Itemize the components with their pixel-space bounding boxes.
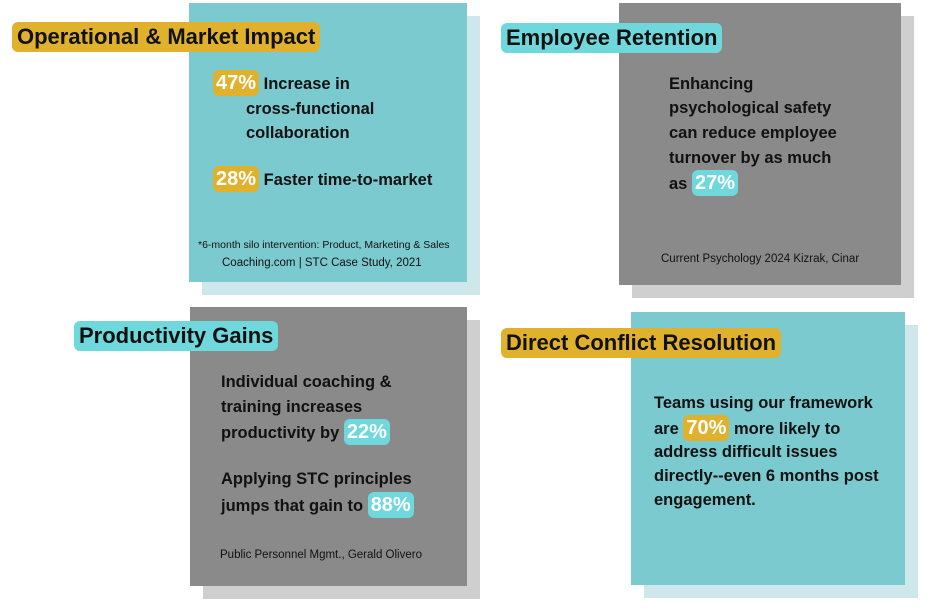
conflict-line3: address difficult issues	[654, 443, 838, 461]
conflict-title: Direct Conflict Resolution	[501, 328, 782, 358]
operational-title: Operational & Market Impact	[12, 22, 321, 52]
productivity-card	[190, 307, 467, 586]
operational-stat2-text: Faster time-to-market	[263, 171, 433, 189]
retention-title: Employee Retention	[501, 23, 723, 53]
stat-22-badge: 22%	[343, 419, 390, 445]
productivity-line3: productivity by 22%	[221, 419, 390, 446]
stat-70-badge: 70%	[683, 415, 730, 441]
conflict-line4: directly--even 6 months post	[654, 467, 879, 485]
operational-source: Coaching.com | STC Case Study, 2021	[222, 257, 422, 269]
retention-line3: can reduce employee	[669, 124, 837, 142]
operational-stat2: 28% Faster time-to-market	[213, 166, 473, 193]
conflict-line2-suffix: more likely to	[734, 420, 841, 438]
productivity-line4: Applying STC principles	[221, 470, 412, 488]
productivity-line2: training increases	[221, 398, 363, 416]
operational-stat1-line2: cross-functional	[246, 100, 375, 118]
productivity-title: Productivity Gains	[74, 321, 279, 351]
retention-line2: psychological safety	[669, 99, 832, 117]
stat-88-badge: 88%	[367, 492, 414, 518]
conflict-line2-prefix: are	[654, 420, 679, 438]
productivity-line1: Individual coaching &	[221, 373, 392, 391]
productivity-source: Public Personnel Mgmt., Gerald Olivero	[220, 549, 422, 561]
productivity-line5: jumps that gain to 88%	[221, 492, 414, 519]
operational-stat1-line1: Increase in	[263, 75, 350, 93]
conflict-line2: are 70% more likely to	[654, 415, 840, 442]
retention-source: Current Psychology 2024 Kizrak, Cinar	[661, 253, 860, 265]
stat-47-badge: 47%	[213, 70, 260, 96]
retention-line4: turnover by as much	[669, 149, 832, 167]
operational-stat1-line3: collaboration	[246, 124, 350, 142]
stat-28-badge: 28%	[213, 166, 260, 192]
productivity-line5-prefix: jumps that gain to	[221, 497, 364, 515]
retention-line5: as 27%	[669, 170, 738, 197]
retention-line5-prefix: as	[669, 175, 688, 193]
conflict-line5: engagement.	[654, 491, 756, 509]
operational-footnote: *6-month silo intervention: Product, Mar…	[198, 239, 450, 251]
operational-stat1: 47% Increase in	[213, 70, 463, 97]
retention-line1: Enhancing	[669, 75, 754, 93]
stat-27-badge: 27%	[691, 170, 738, 196]
productivity-line3-prefix: productivity by	[221, 424, 340, 442]
conflict-line1: Teams using our framework	[654, 394, 873, 412]
